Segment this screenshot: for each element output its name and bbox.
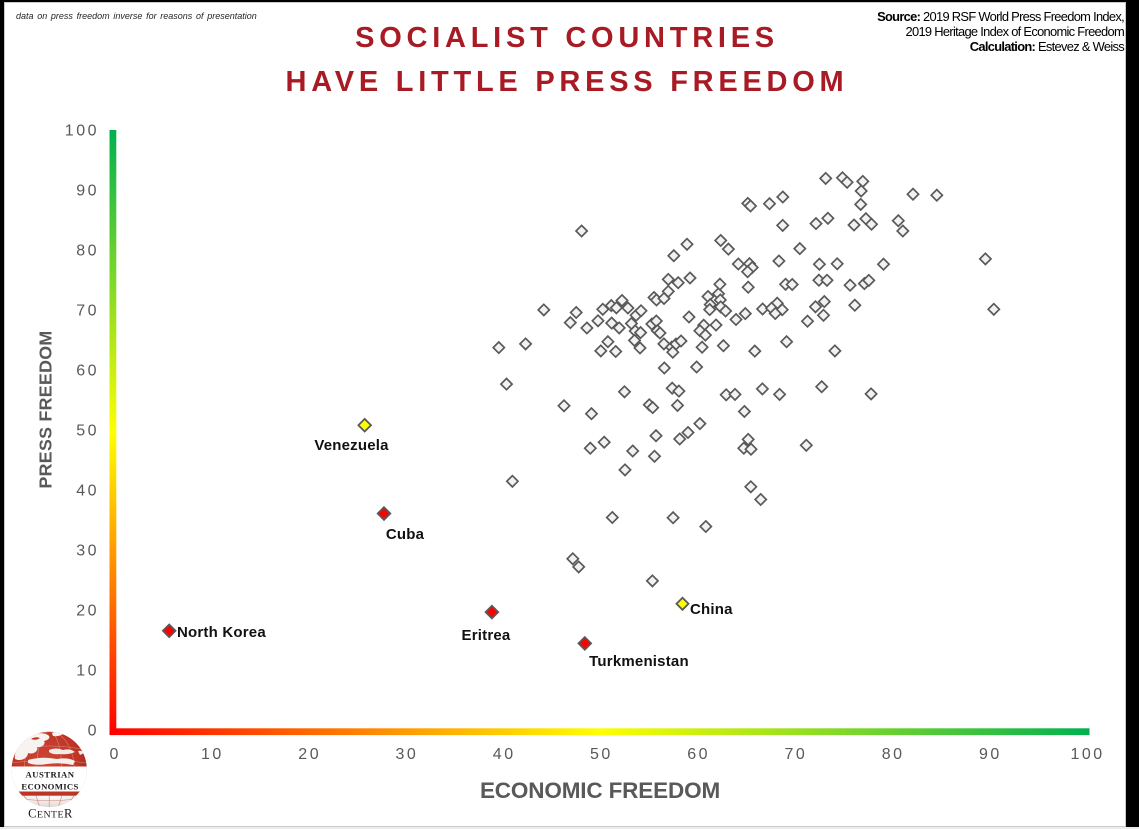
svg-text:70: 70 bbox=[785, 746, 808, 763]
svg-text:AUSTRIAN: AUSTRIAN bbox=[26, 769, 75, 779]
svg-text:70: 70 bbox=[76, 303, 99, 320]
svg-text:20: 20 bbox=[298, 746, 321, 763]
svg-text:30: 30 bbox=[396, 746, 419, 763]
svg-text:100: 100 bbox=[1070, 746, 1104, 763]
svg-text:20: 20 bbox=[76, 603, 99, 620]
svg-text:30: 30 bbox=[76, 543, 99, 560]
svg-text:40: 40 bbox=[493, 746, 516, 763]
svg-text:90: 90 bbox=[979, 746, 1002, 763]
svg-text:50: 50 bbox=[590, 746, 613, 763]
svg-text:80: 80 bbox=[882, 746, 905, 763]
svg-text:CENTER: CENTER bbox=[28, 807, 73, 821]
svg-text:0: 0 bbox=[109, 746, 120, 763]
svg-text:40: 40 bbox=[76, 483, 99, 500]
svg-text:10: 10 bbox=[76, 663, 99, 680]
svg-text:10: 10 bbox=[201, 746, 224, 763]
svg-text:80: 80 bbox=[76, 243, 99, 260]
svg-text:60: 60 bbox=[76, 363, 99, 380]
svg-text:90: 90 bbox=[76, 183, 99, 200]
svg-text:ECONOMICS: ECONOMICS bbox=[21, 781, 78, 791]
svg-text:60: 60 bbox=[687, 746, 710, 763]
svg-text:100: 100 bbox=[65, 123, 99, 140]
svg-text:50: 50 bbox=[76, 423, 99, 440]
svg-text:0: 0 bbox=[88, 723, 99, 740]
